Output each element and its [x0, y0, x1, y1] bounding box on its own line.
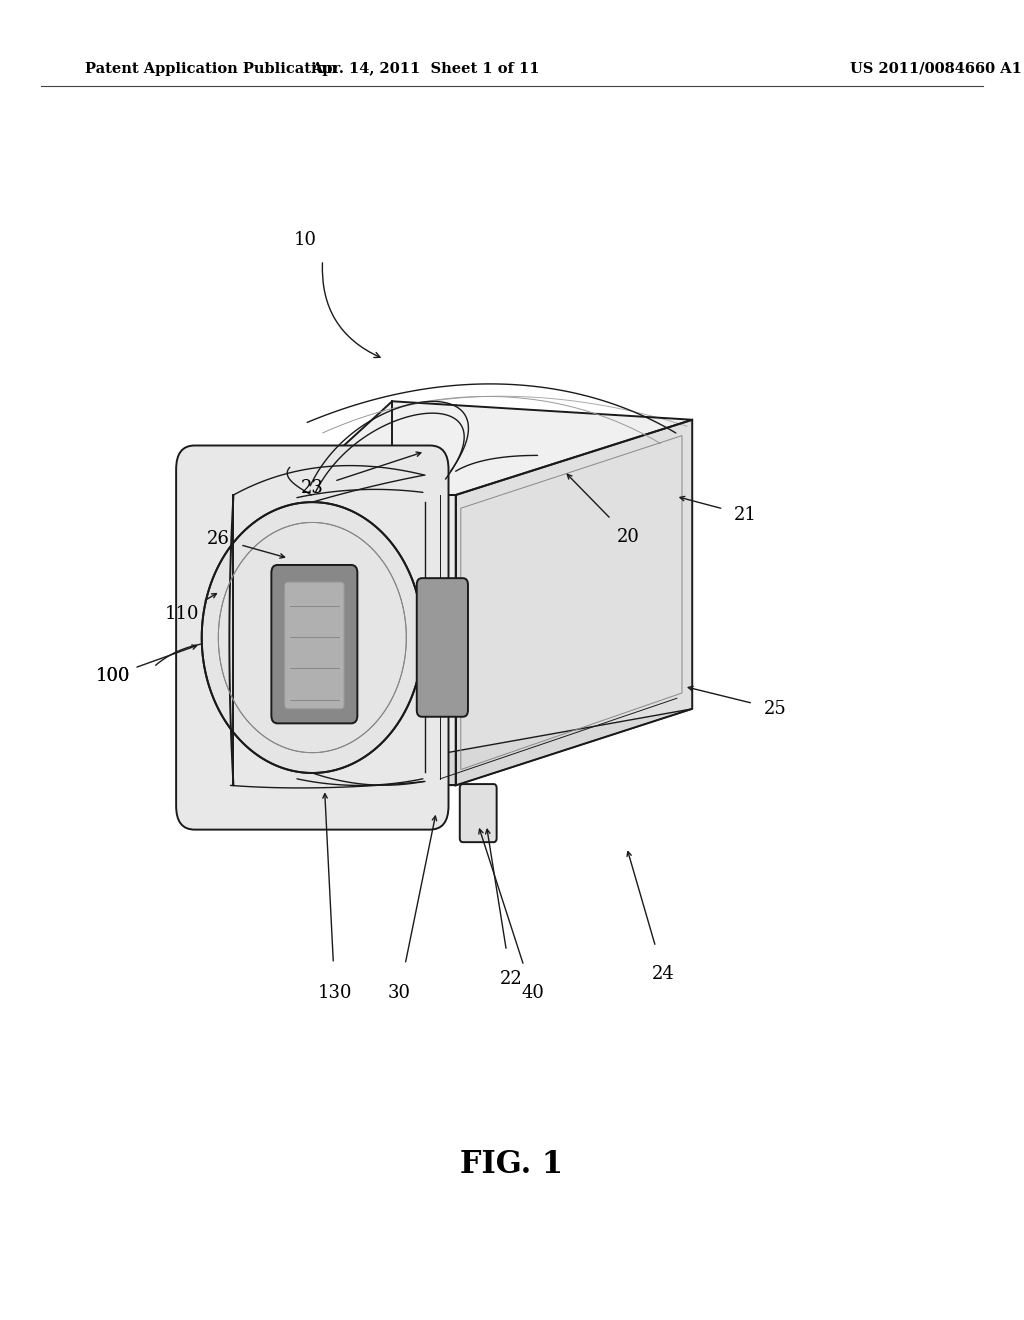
- FancyArrowPatch shape: [323, 263, 380, 358]
- Polygon shape: [290, 401, 692, 495]
- Polygon shape: [290, 709, 692, 785]
- Text: 20: 20: [617, 528, 640, 546]
- Text: 130: 130: [317, 983, 352, 1002]
- Text: US 2011/0084660 A1: US 2011/0084660 A1: [850, 62, 1022, 75]
- Text: 22: 22: [500, 970, 522, 989]
- Polygon shape: [290, 495, 456, 785]
- Text: 30: 30: [388, 983, 411, 1002]
- Text: Patent Application Publication: Patent Application Publication: [85, 62, 337, 75]
- Text: FIG. 1: FIG. 1: [461, 1148, 563, 1180]
- Text: 40: 40: [521, 983, 544, 1002]
- Polygon shape: [456, 420, 692, 785]
- Text: 100: 100: [95, 667, 130, 685]
- Polygon shape: [202, 502, 423, 774]
- Text: 21: 21: [734, 506, 757, 524]
- Text: Apr. 14, 2011  Sheet 1 of 11: Apr. 14, 2011 Sheet 1 of 11: [310, 62, 540, 75]
- Text: 100: 100: [95, 667, 130, 685]
- Polygon shape: [202, 502, 423, 774]
- Text: 110: 110: [165, 605, 200, 623]
- FancyBboxPatch shape: [417, 578, 468, 717]
- FancyBboxPatch shape: [285, 582, 344, 709]
- Text: 10: 10: [294, 231, 316, 249]
- Text: 23: 23: [301, 479, 324, 498]
- Text: 26: 26: [207, 529, 229, 548]
- FancyBboxPatch shape: [271, 565, 357, 723]
- FancyBboxPatch shape: [460, 784, 497, 842]
- FancyBboxPatch shape: [176, 446, 449, 830]
- Text: 24: 24: [652, 965, 675, 983]
- Text: 25: 25: [764, 700, 786, 718]
